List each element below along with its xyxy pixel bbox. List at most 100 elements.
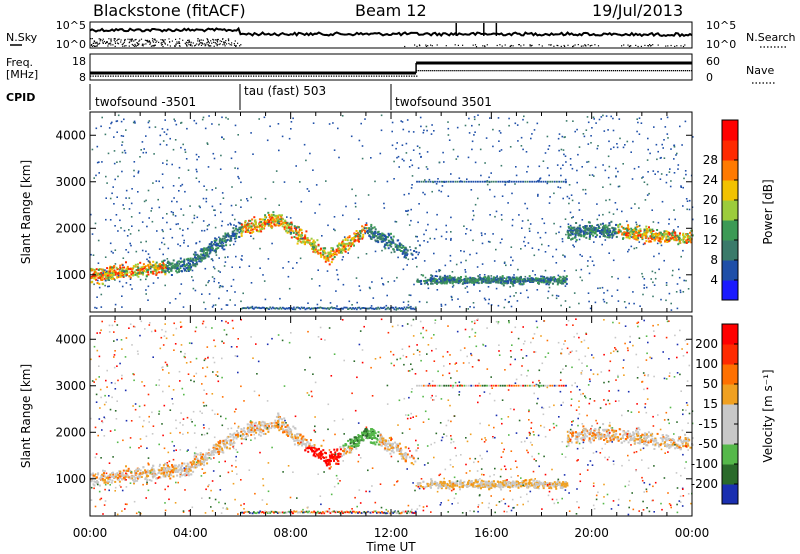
echo-point xyxy=(365,307,368,310)
echo-point xyxy=(577,227,580,230)
echo-point xyxy=(249,231,252,234)
echo-point xyxy=(499,276,502,279)
echo-point xyxy=(685,239,688,242)
nave-point xyxy=(687,70,689,72)
echo-point xyxy=(161,264,164,266)
echo-point xyxy=(489,117,491,119)
nsearch-point xyxy=(136,42,138,44)
nsearch-point xyxy=(140,38,143,40)
echo-point xyxy=(536,279,539,282)
echo-point xyxy=(449,280,452,283)
nave-point xyxy=(558,70,560,72)
echo-point xyxy=(196,170,198,173)
echo-point xyxy=(393,308,396,311)
echo-point xyxy=(407,306,410,309)
echo-point xyxy=(345,205,347,208)
echo-point xyxy=(272,211,275,214)
echo-point xyxy=(101,116,103,119)
echo-point xyxy=(155,270,158,273)
echo-point xyxy=(463,180,466,183)
echo-point xyxy=(588,235,591,238)
echo-point xyxy=(109,197,112,200)
nave-right-tick-bottom: 0 xyxy=(706,71,713,84)
echo-point xyxy=(460,261,462,264)
echo-point xyxy=(658,268,660,271)
echo-point xyxy=(455,278,458,281)
echo-point xyxy=(323,249,326,252)
nave-point xyxy=(610,70,612,72)
nave-point xyxy=(494,70,496,72)
nave-point xyxy=(656,70,659,72)
nave-point xyxy=(480,70,482,72)
echo-point xyxy=(235,255,237,258)
echo-point xyxy=(634,203,636,205)
echo-point xyxy=(567,225,570,228)
echo-point xyxy=(547,290,550,293)
echo-point xyxy=(279,297,281,300)
echo-point xyxy=(173,118,175,121)
echo-point xyxy=(438,269,440,271)
nave-point xyxy=(386,75,388,77)
echo-point xyxy=(519,281,522,284)
echo-point xyxy=(241,255,243,257)
echo-point xyxy=(472,239,474,242)
nsearch-point xyxy=(584,44,586,46)
echo-point xyxy=(345,306,348,309)
echo-point xyxy=(320,299,322,302)
echo-point xyxy=(187,245,189,247)
echo-point xyxy=(145,275,148,278)
echo-point xyxy=(133,161,136,163)
nave-point xyxy=(172,75,175,77)
echo-point xyxy=(166,258,169,260)
echo-point xyxy=(195,153,198,156)
echo-point xyxy=(688,199,691,202)
nsearch-point xyxy=(164,43,166,45)
echo-point xyxy=(374,230,377,233)
echo-point xyxy=(406,210,408,212)
nave-point xyxy=(205,75,207,77)
echo-point xyxy=(587,260,589,262)
nave-point xyxy=(674,70,677,72)
nsearch-point xyxy=(135,38,137,41)
echo-point xyxy=(692,136,694,138)
echo-point xyxy=(624,144,626,146)
echo-point xyxy=(596,234,599,237)
echo-point xyxy=(442,181,444,183)
nave-point xyxy=(486,70,488,72)
echo-point xyxy=(487,275,490,278)
echo-point xyxy=(407,300,410,303)
echo-point xyxy=(600,233,603,236)
echo-point xyxy=(671,234,674,237)
echo-point xyxy=(313,307,315,310)
echo-point xyxy=(284,308,287,310)
echo-point xyxy=(429,237,431,240)
echo-point xyxy=(390,238,393,241)
echo-point xyxy=(484,233,486,235)
echo-point xyxy=(638,241,641,243)
echo-point xyxy=(111,275,114,278)
echo-point xyxy=(477,282,480,285)
echo-point xyxy=(479,148,482,151)
echo-point xyxy=(610,233,613,236)
echo-point xyxy=(436,275,439,278)
echo-point xyxy=(526,207,529,210)
echo-point xyxy=(116,120,119,122)
echo-point xyxy=(305,230,308,233)
echo-point xyxy=(541,275,544,278)
nsearch-point xyxy=(594,44,596,46)
echo-point xyxy=(242,225,245,228)
echo-point xyxy=(278,204,280,206)
echo-point xyxy=(640,122,643,124)
echo-point xyxy=(111,192,113,195)
echo-point xyxy=(503,262,506,264)
echo-point xyxy=(109,266,112,269)
echo-point xyxy=(540,180,542,183)
nave-point xyxy=(556,70,558,72)
echo-point xyxy=(331,253,334,256)
echo-point xyxy=(220,154,222,157)
echo-point xyxy=(449,260,452,262)
echo-point xyxy=(492,280,495,283)
nave-point xyxy=(482,70,484,72)
echo-point xyxy=(339,244,342,247)
echo-point xyxy=(501,195,504,197)
